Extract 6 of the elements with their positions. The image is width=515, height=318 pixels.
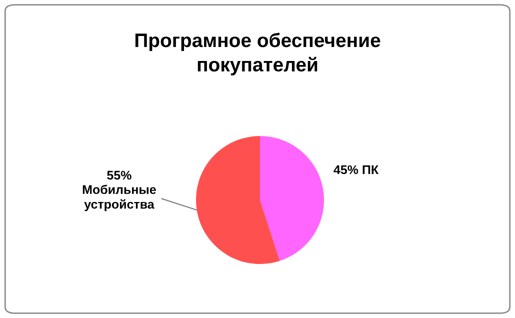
data-label: 55% [107,170,132,180]
slice-label: Мобильные устройства [82,184,156,212]
pie-slice [260,136,324,261]
chart-title: Програмное обеспечение покупателей [135,32,380,76]
slice-label: 45% ПК [334,165,379,174]
pie-slice [196,136,280,264]
